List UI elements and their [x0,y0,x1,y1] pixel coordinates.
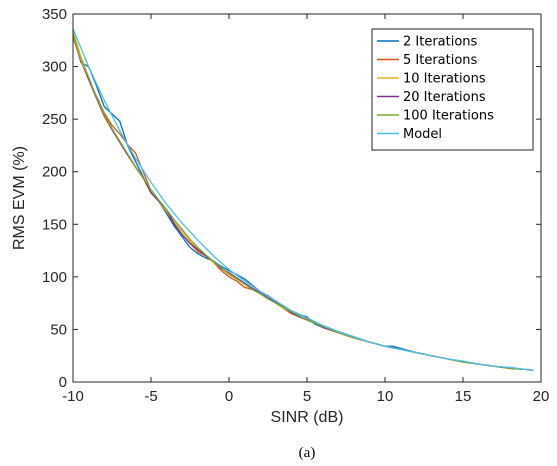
legend-box [371,28,534,151]
y-tick-label: 350 [42,6,67,23]
y-tick-label: 300 [42,59,67,76]
legend-label-6: Model [403,127,442,142]
y-tick-label: 150 [42,216,67,233]
legend-label-4: 20 Iterations [403,90,486,105]
y-tick-label: 250 [42,111,67,128]
x-tick-label: 0 [225,388,233,405]
y-axis-label: RMS EVM (%) [11,146,28,250]
x-tick-label: 5 [303,388,311,405]
y-tick-label: 0 [59,374,67,391]
x-tick-label: 20 [533,388,550,405]
x-tick-label: 15 [455,388,472,405]
legend-label-5: 100 Iterations [403,109,494,124]
x-tick-label: -10 [62,388,84,405]
y-tick-label: 100 [42,269,67,286]
y-tick-label: 50 [50,321,67,338]
series-group [72,28,534,372]
figure-caption: (a) [299,445,316,461]
legend-label-3: 10 Iterations [403,72,486,87]
legend-label-1: 2 Iterations [403,35,478,50]
y-tick-label: 200 [42,164,67,181]
x-axis-label: SINR (dB) [271,409,344,426]
x-tick-label: 10 [377,388,394,405]
legend-label-2: 5 Iterations [403,53,478,68]
x-tick-label: -5 [144,388,157,405]
series-line-6 [72,28,534,372]
legend: 2 Iterations 5 Iterations 10 Iterations 20 … [371,28,534,151]
